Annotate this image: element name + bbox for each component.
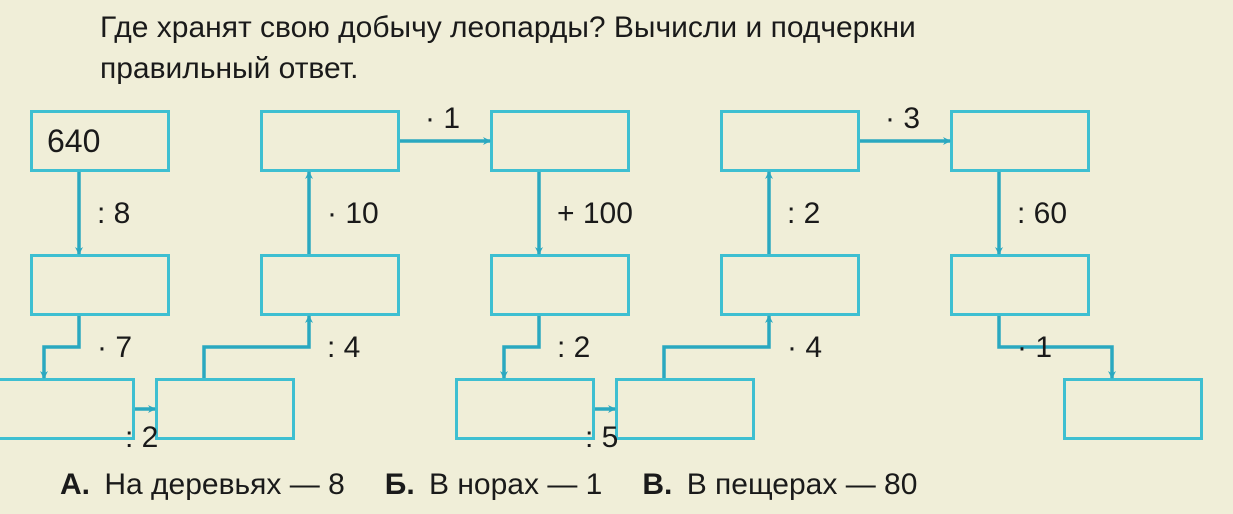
op-label-8: : 2 bbox=[557, 331, 590, 365]
op-label-7: + 100 bbox=[557, 197, 633, 231]
answer-options: А. На деревьях — 8 Б. В норах — 1 В. В п… bbox=[60, 468, 1210, 502]
question-text: Где хранят свою добычу леопарды? Вычисли… bbox=[100, 8, 1200, 89]
calc-box-m0[interactable] bbox=[30, 254, 170, 316]
op-label-13: : 60 bbox=[1017, 197, 1067, 231]
answer-text-b: В норах — 1 bbox=[429, 468, 602, 501]
answer-option-c[interactable]: В. В пещерах — 80 bbox=[642, 468, 917, 502]
op-label-11: : 2 bbox=[787, 197, 820, 231]
calc-box-t3[interactable] bbox=[720, 110, 860, 172]
answer-letter-b: Б. bbox=[385, 468, 415, 501]
op-label-10: · 4 bbox=[787, 331, 822, 365]
question-line-2: правильный ответ. bbox=[100, 52, 358, 85]
calc-box-m4[interactable] bbox=[950, 254, 1090, 316]
op-label-2: · 7 bbox=[97, 331, 132, 365]
op-label-3: : 2 bbox=[125, 421, 158, 455]
calc-box-m3[interactable] bbox=[720, 254, 860, 316]
op-label-12: · 3 bbox=[885, 102, 920, 136]
arrow-op10 bbox=[664, 316, 769, 378]
calc-box-b1[interactable] bbox=[155, 378, 295, 440]
calc-box-t1[interactable] bbox=[260, 110, 400, 172]
calc-box-start[interactable]: 640 bbox=[30, 110, 170, 172]
answer-option-b[interactable]: Б. В норах — 1 bbox=[385, 468, 603, 502]
worksheet-page: Где хранят свою добычу леопарды? Вычисли… bbox=[0, 0, 1233, 514]
arrow-op8 bbox=[504, 316, 539, 378]
calc-box-b2[interactable] bbox=[455, 378, 595, 440]
arrow-op14 bbox=[999, 316, 1112, 378]
answer-option-a[interactable]: А. На деревьях — 8 bbox=[60, 468, 345, 502]
op-label-9: : 5 bbox=[585, 421, 618, 455]
question-line-1: Где хранят свою добычу леопарды? Вычисли… bbox=[100, 11, 916, 44]
arrow-op2 bbox=[44, 316, 79, 378]
calc-box-t2[interactable] bbox=[490, 110, 630, 172]
calc-box-m1[interactable] bbox=[260, 254, 400, 316]
op-label-5: · 10 bbox=[327, 197, 379, 231]
answer-text-c: В пещерах — 80 bbox=[687, 468, 918, 501]
answer-text-a: На деревьях — 8 bbox=[104, 468, 344, 501]
calc-box-b4[interactable] bbox=[1063, 378, 1203, 440]
op-label-14: · 1 bbox=[1017, 331, 1052, 365]
answer-letter-a: А. bbox=[60, 468, 90, 501]
answer-letter-c: В. bbox=[642, 468, 672, 501]
op-label-4: : 4 bbox=[327, 331, 360, 365]
arrow-op4 bbox=[204, 316, 309, 378]
op-label-1: : 8 bbox=[97, 197, 130, 231]
calc-box-m2[interactable] bbox=[490, 254, 630, 316]
calc-box-b3[interactable] bbox=[615, 378, 755, 440]
calc-box-b0[interactable] bbox=[0, 378, 135, 440]
op-label-6: · 1 bbox=[425, 102, 460, 136]
calc-box-t4[interactable] bbox=[950, 110, 1090, 172]
